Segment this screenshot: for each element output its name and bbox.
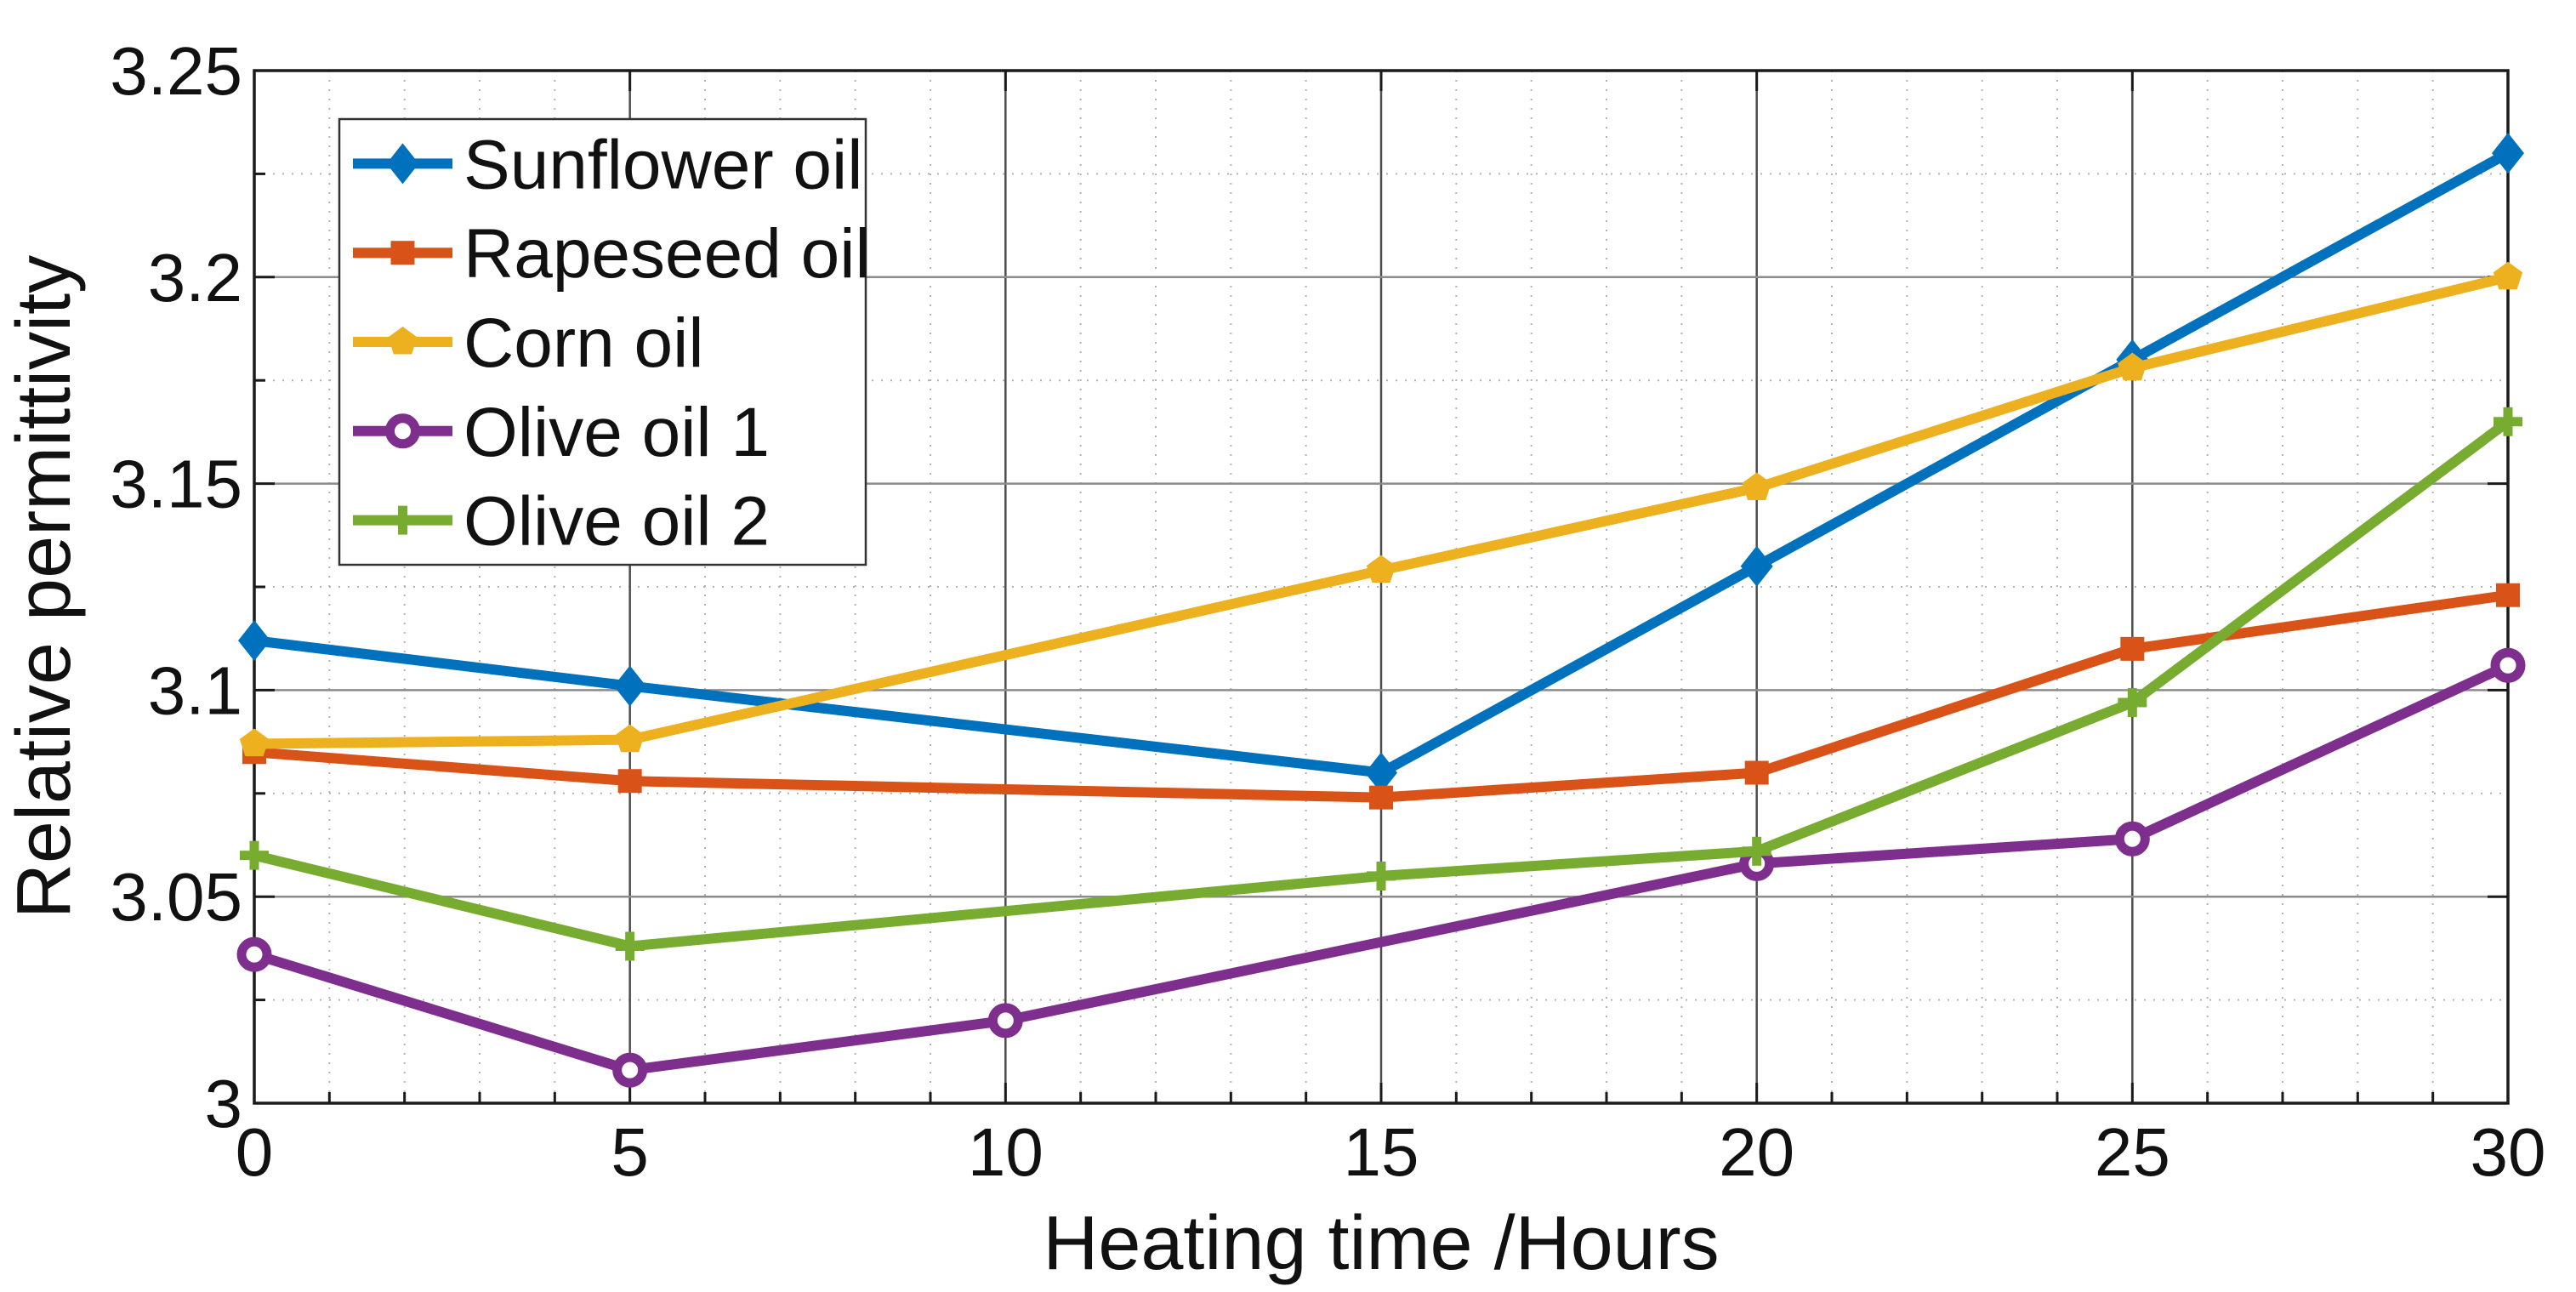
x-tick-label-15: 15 bbox=[1344, 1114, 1419, 1190]
x-tick-label-25: 25 bbox=[2095, 1114, 2170, 1190]
data-point-sunflower-oil-0 bbox=[238, 620, 270, 662]
data-point-corn-oil-15 bbox=[1366, 555, 1396, 583]
x-tick-label-20: 20 bbox=[1719, 1114, 1794, 1190]
data-point-olive-oil-2-20 bbox=[1742, 836, 1771, 866]
data-point-rapeseed-oil-5 bbox=[617, 769, 642, 794]
data-point-rapeseed-oil-20 bbox=[1744, 760, 1769, 785]
legend-marker-circle-open bbox=[385, 413, 420, 449]
x-tick-label-5: 5 bbox=[611, 1114, 649, 1190]
legend-item-olive-oil-1: Olive oil 1 bbox=[353, 394, 770, 471]
legend-label: Olive oil 1 bbox=[463, 394, 770, 471]
data-point-olive-oil-1-0 bbox=[236, 936, 272, 972]
series-line-corn-oil bbox=[249, 271, 2513, 749]
legend-label: Rapeseed oil bbox=[463, 215, 871, 293]
legend-item-corn-oil: Corn oil bbox=[353, 305, 704, 382]
data-point-rapeseed-oil-15 bbox=[1369, 785, 1393, 810]
legend-item-rapeseed-oil: Rapeseed oil bbox=[353, 215, 871, 293]
y-tick-label-3: 3 bbox=[205, 1066, 243, 1141]
y-tick-label-3.05: 3.05 bbox=[110, 859, 242, 935]
legend-marker-diamond bbox=[386, 143, 419, 185]
y-tick-label-3.2: 3.2 bbox=[148, 240, 242, 316]
legend-marker-pentagon bbox=[388, 327, 418, 355]
data-point-sunflower-oil-15 bbox=[1365, 752, 1397, 794]
legend-item-olive-oil-2: Olive oil 2 bbox=[353, 483, 770, 561]
x-tick-label-10: 10 bbox=[968, 1114, 1043, 1190]
data-point-corn-oil-25 bbox=[2118, 352, 2147, 381]
x-tick-label-30: 30 bbox=[2471, 1114, 2546, 1190]
y-axis-label: Relative permittivity bbox=[2, 255, 87, 919]
series-olive-oil-1 bbox=[236, 647, 2526, 1088]
data-point-sunflower-oil-30 bbox=[2492, 133, 2524, 174]
data-point-olive-oil-2-0 bbox=[240, 840, 269, 870]
series-line-olive-oil-1 bbox=[249, 660, 2513, 1076]
legend-label: Corn oil bbox=[463, 305, 704, 382]
tick-labels: 0 5 10 15 20 25 30 3 3.05 3.1 3.15 3.2 3.25 bbox=[110, 33, 2545, 1190]
series-line-olive-oil-2 bbox=[249, 416, 2513, 952]
data-point-rapeseed-oil-25 bbox=[2120, 636, 2145, 661]
data-point-sunflower-oil-20 bbox=[1740, 545, 1773, 587]
series-line-rapeseed-oil bbox=[249, 589, 2513, 803]
y-tick-label-3.1: 3.1 bbox=[148, 652, 242, 728]
data-point-corn-oil-20 bbox=[1742, 472, 1771, 501]
tick-marks bbox=[253, 69, 2510, 1105]
legend-marker-square bbox=[390, 241, 415, 265]
data-point-olive-oil-1-10 bbox=[987, 1003, 1023, 1039]
data-point-corn-oil-30 bbox=[2493, 261, 2523, 290]
x-axis-label: Heating time /Hours bbox=[1043, 1201, 1719, 1286]
series-corn-oil bbox=[239, 261, 2523, 757]
y-tick-label-3.25: 3.25 bbox=[110, 33, 242, 109]
data-point-olive-oil-2-15 bbox=[1367, 861, 1396, 891]
data-point-olive-oil-1-25 bbox=[2114, 821, 2150, 857]
data-point-sunflower-oil-5 bbox=[613, 665, 646, 707]
data-point-corn-oil-0 bbox=[239, 728, 270, 757]
data-point-olive-oil-1-5 bbox=[612, 1052, 648, 1088]
y-tick-label-3.15: 3.15 bbox=[110, 447, 242, 522]
data-point-olive-oil-2-25 bbox=[2118, 687, 2147, 717]
data-point-olive-oil-2-5 bbox=[615, 931, 645, 961]
data-point-olive-oil-2-30 bbox=[2494, 407, 2522, 436]
legend-label: Sunflower oil bbox=[463, 126, 862, 203]
legend-label: Olive oil 2 bbox=[463, 483, 770, 561]
data-point-rapeseed-oil-30 bbox=[2496, 583, 2520, 607]
x-tick-label-0: 0 bbox=[236, 1114, 274, 1190]
data-point-olive-oil-1-30 bbox=[2490, 647, 2526, 683]
data-point-corn-oil-5 bbox=[615, 724, 645, 753]
legend-item-sunflower-oil: Sunflower oil bbox=[353, 126, 862, 203]
series-line-sunflower-oil bbox=[249, 148, 2513, 778]
legend: Sunflower oil Rapeseed oil Corn oil Olive o… bbox=[338, 117, 871, 566]
legend-marker-plus bbox=[388, 505, 418, 535]
series-olive-oil-2 bbox=[240, 407, 2522, 961]
